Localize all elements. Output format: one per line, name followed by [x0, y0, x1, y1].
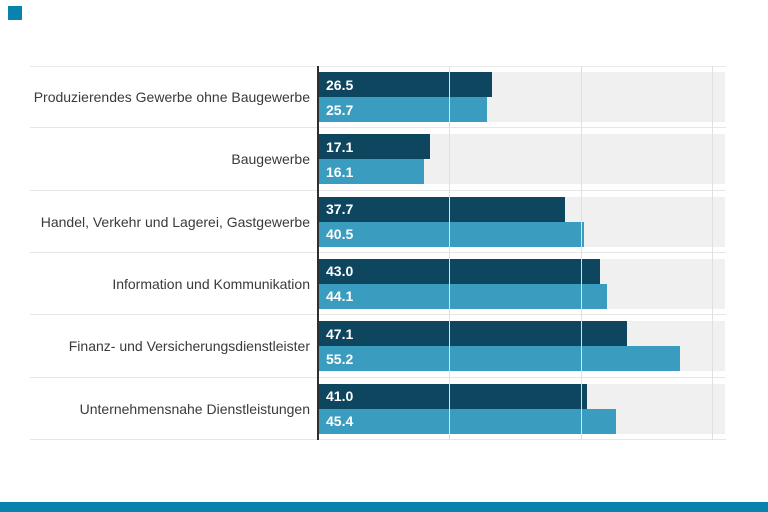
row-separator [30, 189, 726, 191]
value-label-dark: 26.5 [326, 76, 354, 93]
value-label-light: 40.5 [326, 226, 354, 243]
value-label-dark: 43.0 [326, 263, 354, 280]
category-label: Unternehmensnahe Dienstleistungen [79, 400, 310, 417]
row-band: 47.1 55.2 [318, 321, 725, 372]
chart-row: Finanz- und Versicherungsdienstleister 4… [0, 315, 768, 378]
row-separator [30, 376, 726, 378]
value-label-light: 44.1 [326, 288, 354, 305]
chart-row: Unternehmensnahe Dienstleistungen 41.0 4… [0, 378, 768, 440]
chart-row: Information und Kommunikation 43.0 44.1 [0, 253, 768, 316]
row-separator [30, 438, 726, 440]
category-label: Handel, Verkehr und Lagerei, Gastgewerbe [40, 213, 310, 230]
brand-logo-square [8, 6, 22, 20]
bar-series-light: 55.2 [318, 346, 681, 372]
row-separator [30, 314, 726, 316]
row-band: 17.1 16.1 [318, 134, 725, 185]
row-band: 41.0 45.4 [318, 383, 725, 434]
chart-top-border [30, 66, 726, 67]
row-separator [30, 127, 726, 129]
category-label: Information und Kommunikation [112, 276, 310, 293]
row-separator [30, 251, 726, 253]
category-label: Finanz- und Versicherungsdienstleister [68, 338, 310, 355]
value-label-dark: 47.1 [326, 325, 354, 342]
value-label-dark: 41.0 [326, 388, 354, 405]
category-label: Produzierendes Gewerbe ohne Baugewerbe [33, 89, 310, 106]
value-label-light: 55.2 [326, 350, 354, 367]
row-band: 37.7 40.5 [318, 196, 725, 247]
chart-row: Baugewerbe 17.1 16.1 [0, 128, 768, 191]
bar-series-dark: 47.1 [318, 321, 628, 347]
footer-accent-bar [0, 502, 768, 512]
value-label-dark: 37.7 [326, 201, 354, 218]
row-band: 43.0 44.1 [318, 258, 725, 309]
bar-series-light: 44.1 [318, 283, 608, 309]
value-label-dark: 17.1 [326, 138, 354, 155]
gridline-20 [449, 66, 451, 440]
value-label-light: 16.1 [326, 163, 354, 180]
bar-series-dark: 26.5 [318, 72, 492, 97]
bar-series-dark: 37.7 [318, 196, 566, 222]
category-label: Baugewerbe [231, 151, 310, 168]
row-band: 26.5 25.7 [318, 72, 725, 122]
bar-series-dark: 17.1 [318, 134, 431, 160]
bar-series-light: 16.1 [318, 159, 424, 185]
bar-series-dark: 43.0 [318, 258, 601, 284]
value-label-light: 45.4 [326, 413, 354, 430]
bar-series-dark: 41.0 [318, 383, 588, 409]
y-axis-line [317, 66, 319, 440]
gridline-40 [580, 66, 582, 440]
chart-row: Handel, Verkehr und Lagerei, Gastgewerbe… [0, 191, 768, 253]
gridline-60 [711, 66, 713, 440]
bar-series-light: 45.4 [318, 408, 617, 434]
value-label-light: 25.7 [326, 101, 354, 118]
bar-series-light: 25.7 [318, 97, 487, 122]
bar-series-light: 40.5 [318, 221, 584, 247]
chart-row: Produzierendes Gewerbe ohne Baugewerbe 2… [0, 66, 768, 129]
